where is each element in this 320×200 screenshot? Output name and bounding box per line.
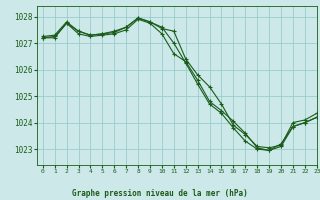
Text: Graphe pression niveau de la mer (hPa): Graphe pression niveau de la mer (hPa) <box>72 189 248 198</box>
